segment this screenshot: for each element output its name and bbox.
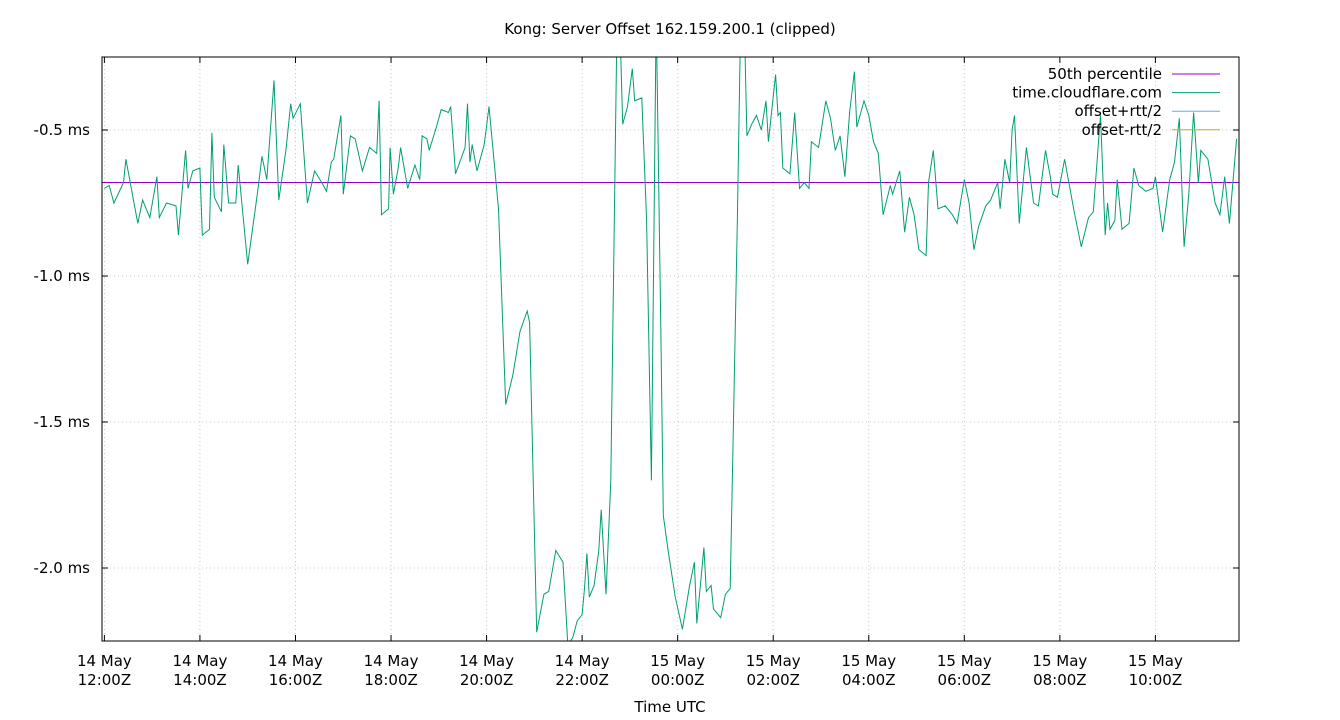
y-tick-label: -2.0 ms <box>34 559 91 577</box>
x-tick-label-date: 15 May <box>650 652 705 670</box>
x-tick-label-date: 14 May <box>268 652 323 670</box>
y-axis: -0.5 ms -1.0 ms -1.5 ms -2.0 ms <box>34 121 1239 577</box>
x-tick-label-date: 15 May <box>937 652 992 670</box>
legend-label: time.cloudflare.com <box>1012 84 1162 102</box>
x-tick-label-time: 16:00Z <box>269 671 323 689</box>
plot-frame <box>101 56 1240 642</box>
chart-title: Kong: Server Offset 162.159.200.1 (clipp… <box>504 20 836 38</box>
legend-label: 50th percentile <box>1048 65 1162 83</box>
x-tick-label-time: 04:00Z <box>842 671 896 689</box>
legend-label: offset-rtt/2 <box>1082 121 1162 139</box>
x-tick-label-date: 14 May <box>77 652 132 670</box>
legend-label: offset+rtt/2 <box>1074 102 1162 120</box>
x-tick-label-date: 15 May <box>1032 652 1087 670</box>
series-time-cloudflare-line <box>104 57 1238 641</box>
x-axis-label: Time UTC <box>633 698 705 716</box>
x-tick-label-date: 15 May <box>841 652 896 670</box>
x-tick-label-time: 08:00Z <box>1033 671 1087 689</box>
x-tick-label-time: 10:00Z <box>1129 671 1183 689</box>
x-tick-label-time: 12:00Z <box>78 671 132 689</box>
x-tick-label-date: 14 May <box>459 652 514 670</box>
x-tick-label-date: 15 May <box>746 652 801 670</box>
y-tick-label: -1.5 ms <box>34 413 91 431</box>
y-tick-label: -1.0 ms <box>34 267 91 285</box>
legend: 50th percentiletime.cloudflare.comoffset… <box>1012 65 1220 139</box>
x-tick-label-date: 14 May <box>555 652 610 670</box>
grid <box>102 57 1239 641</box>
x-tick-label-time: 18:00Z <box>364 671 418 689</box>
x-tick-label-time: 06:00Z <box>938 671 992 689</box>
y-tick-label: -0.5 ms <box>34 121 91 139</box>
x-tick-label-time: 00:00Z <box>651 671 705 689</box>
x-tick-label-time: 02:00Z <box>746 671 800 689</box>
x-tick-label-time: 22:00Z <box>555 671 609 689</box>
x-tick-label-date: 15 May <box>1128 652 1183 670</box>
x-tick-label-date: 14 May <box>172 652 227 670</box>
x-tick-label-date: 14 May <box>364 652 419 670</box>
x-tick-label-time: 14:00Z <box>173 671 227 689</box>
plot-lines <box>102 57 1239 641</box>
x-tick-label-time: 20:00Z <box>460 671 514 689</box>
